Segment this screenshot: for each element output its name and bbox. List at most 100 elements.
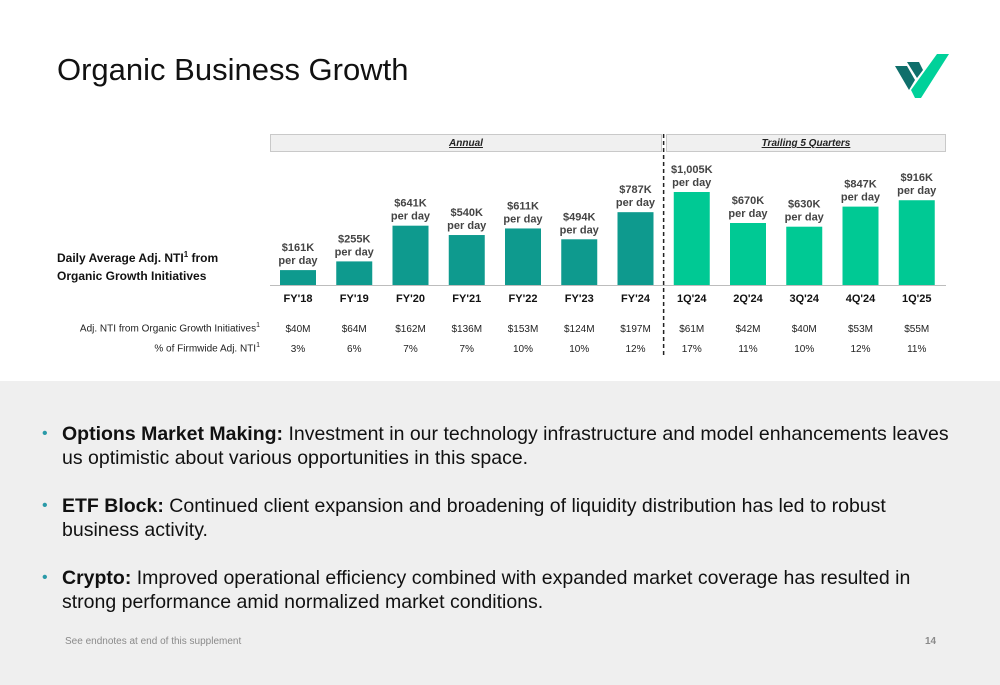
- x-tick-label: 1Q'24: [677, 293, 707, 305]
- bullet-text: Investment in our technology infrastruct…: [62, 423, 949, 469]
- bullet-list: • Options Market Making: Investment in o…: [40, 422, 960, 638]
- data-sublabel: per day: [785, 212, 825, 224]
- data-label: $540K: [451, 207, 483, 219]
- chart-row-label: Daily Average Adj. NTI1 from Organic Gro…: [57, 246, 277, 285]
- data-label: $161K: [282, 242, 314, 254]
- bullet-text: Continued client expansion and broadenin…: [62, 495, 886, 541]
- data-sublabel: per day: [841, 192, 881, 204]
- bullet-dot-icon: •: [42, 425, 48, 442]
- x-tick-label: 4Q'24: [846, 293, 876, 305]
- data-label: $255K: [338, 233, 370, 245]
- table-cell-pct: 11%: [907, 344, 926, 355]
- row-label-sup: 1: [183, 250, 189, 259]
- table-cell-pct: 12%: [625, 344, 645, 355]
- table-cell-pct: 7%: [403, 344, 418, 355]
- data-sublabel: per day: [728, 208, 768, 220]
- bar-1Q'25: [898, 200, 935, 285]
- data-label: $787K: [619, 184, 651, 196]
- group-header-annual: Annual: [270, 134, 662, 152]
- bullet-text: Improved operational efficiency combined…: [62, 567, 911, 613]
- table-cell-adj-nti: $162M: [395, 324, 426, 335]
- bar-FY'20: [392, 225, 429, 285]
- data-sublabel: per day: [335, 246, 375, 258]
- data-label: $630K: [788, 199, 820, 211]
- bullet-head: Options Market Making:: [62, 423, 284, 445]
- table-cell-adj-nti: $40M: [285, 324, 310, 335]
- row-label-line2: Organic Growth Initiatives: [57, 269, 207, 283]
- table-cell-pct: 10%: [513, 344, 533, 355]
- x-tick-label: FY'22: [509, 293, 538, 305]
- data-sublabel: per day: [503, 213, 543, 225]
- x-tick-label: 3Q'24: [789, 293, 819, 305]
- bullet-etf: • ETF Block: Continued client expansion …: [40, 494, 960, 542]
- x-tick-label: FY'21: [452, 293, 481, 305]
- data-label: $641K: [394, 198, 426, 210]
- page-title: Organic Business Growth: [57, 52, 409, 87]
- bullet-options: • Options Market Making: Investment in o…: [40, 422, 960, 470]
- table-cell-pct: 7%: [460, 344, 475, 355]
- bullet-crypto: • Crypto: Improved operational efficienc…: [40, 566, 960, 614]
- bar-FY'22: [505, 228, 541, 285]
- bullet-dot-icon: •: [42, 497, 48, 514]
- data-sublabel: per day: [616, 197, 656, 209]
- table-cell-pct: 3%: [291, 344, 306, 355]
- bar-4Q'24: [842, 206, 879, 285]
- data-label: $611K: [507, 200, 539, 212]
- table-cell-adj-nti: $197M: [620, 324, 651, 335]
- data-sublabel: per day: [278, 255, 318, 267]
- bar-3Q'24: [786, 226, 823, 285]
- table-cell-adj-nti: $53M: [848, 324, 873, 335]
- table-cell-adj-nti: $136M: [451, 324, 482, 335]
- table-cell-pct: 11%: [738, 344, 757, 355]
- x-tick-label: 2Q'24: [733, 293, 763, 305]
- data-sublabel: per day: [672, 177, 712, 189]
- table-cell-pct: 10%: [794, 344, 814, 355]
- table-cell-pct: 6%: [347, 344, 362, 355]
- table-cell-pct: 12%: [850, 344, 870, 355]
- row-label-line1: Daily Average Adj. NTI: [57, 251, 184, 265]
- table-cell-adj-nti: $55M: [904, 324, 929, 335]
- data-sublabel: per day: [897, 185, 937, 197]
- table-cell-adj-nti: $42M: [735, 324, 760, 335]
- bar-FY'18: [280, 270, 316, 285]
- data-label: $670K: [732, 195, 764, 207]
- data-label: $494K: [563, 211, 595, 223]
- table-cell-pct: 10%: [569, 344, 589, 355]
- table-cell-adj-nti: $61M: [679, 324, 704, 335]
- bar-FY'21: [448, 235, 485, 285]
- data-sublabel: per day: [560, 224, 600, 236]
- group-header-trailing: Trailing 5 Quarters: [666, 134, 946, 152]
- table-row-pct-label: % of Firmwide Adj. NTI1: [154, 342, 260, 355]
- bullet-head: ETF Block:: [62, 495, 164, 517]
- bullet-head: Crypto:: [62, 567, 132, 589]
- table-row-adj-nti-label: Adj. NTI from Organic Growth Initiatives…: [79, 322, 260, 335]
- table-cell-pct: 17%: [682, 344, 702, 355]
- table-cell-adj-nti: $153M: [508, 324, 539, 335]
- x-tick-label: FY'20: [396, 293, 425, 305]
- bullet-dot-icon: •: [42, 569, 48, 586]
- data-sublabel: per day: [391, 211, 431, 223]
- bar-FY'23: [561, 239, 598, 285]
- x-tick-label: FY'24: [621, 293, 651, 305]
- x-tick-label: FY'19: [340, 293, 369, 305]
- footnote: See endnotes at end of this supplement: [65, 636, 242, 647]
- x-tick-label: 1Q'25: [902, 293, 932, 305]
- table-cell-adj-nti: $40M: [792, 324, 817, 335]
- bar-2Q'24: [730, 223, 766, 285]
- bar-FY'19: [336, 261, 373, 285]
- bottom-panel: [0, 381, 1000, 685]
- data-label: $847K: [844, 179, 876, 191]
- page-number: 14: [925, 636, 937, 647]
- table-cell-adj-nti: $64M: [342, 324, 367, 335]
- data-label: $916K: [901, 172, 933, 184]
- x-tick-label: FY'18: [284, 293, 313, 305]
- data-sublabel: per day: [447, 220, 487, 232]
- x-tick-label: FY'23: [565, 293, 594, 305]
- bar-FY'24: [617, 212, 654, 285]
- bar-1Q'24: [673, 192, 710, 285]
- row-label-suffix: from: [188, 251, 219, 265]
- table-cell-adj-nti: $124M: [564, 324, 595, 335]
- data-label: $1,005K: [671, 164, 713, 176]
- company-logo-icon: [895, 54, 949, 98]
